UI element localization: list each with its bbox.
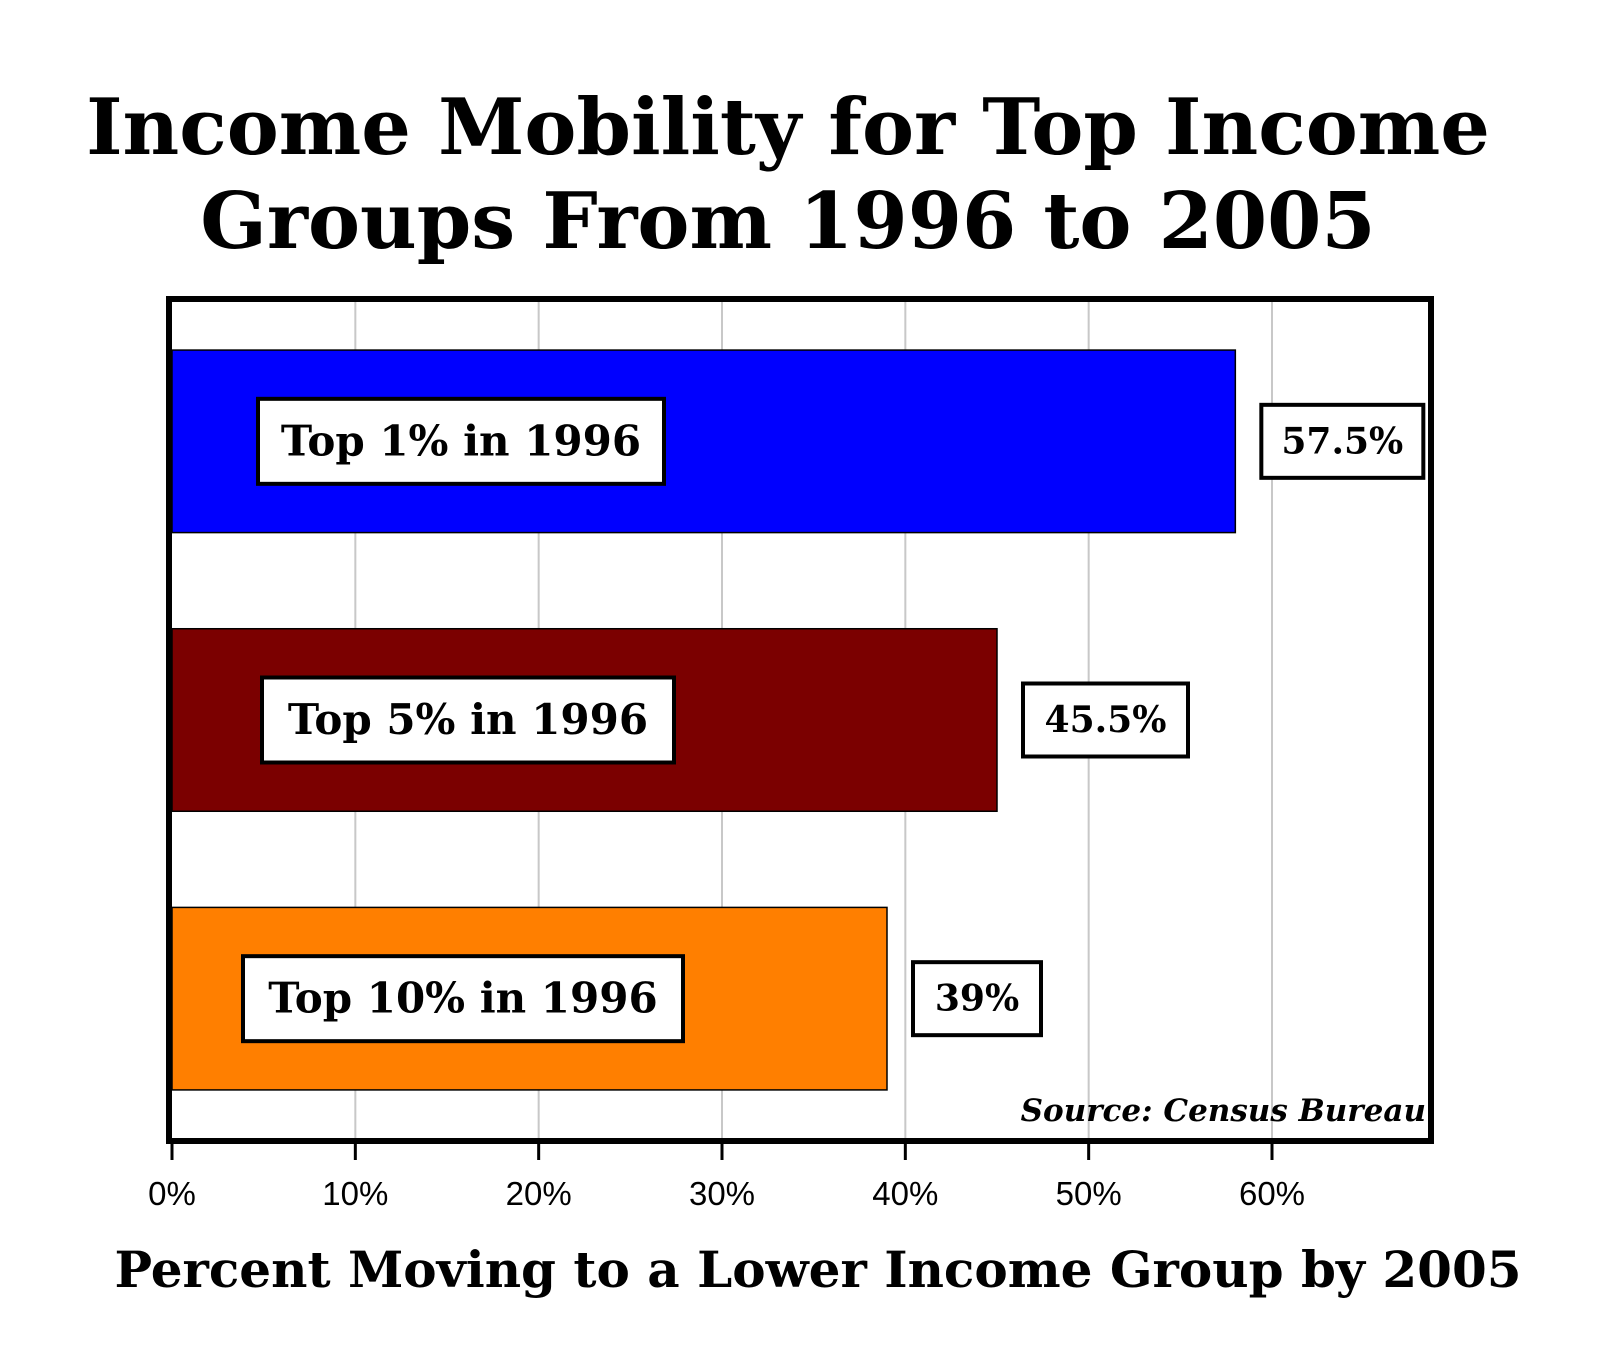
x-tick-label: 60% bbox=[1239, 1175, 1305, 1212]
value-label-box bbox=[1259, 402, 1426, 480]
chart-title-line-1: Income Mobility for Top Income bbox=[86, 82, 1490, 173]
x-axis-label: Percent Moving to a Lower Income Group b… bbox=[114, 1240, 1521, 1299]
category-label-box bbox=[260, 675, 676, 765]
x-tick-label: 10% bbox=[322, 1175, 388, 1212]
x-tick-label: 40% bbox=[872, 1175, 938, 1212]
x-tick-label: 30% bbox=[689, 1175, 755, 1212]
x-tick-label: 50% bbox=[1056, 1175, 1122, 1212]
value-label-box bbox=[911, 960, 1043, 1038]
value-label: 57.5% bbox=[1281, 420, 1403, 462]
x-axis-ticks: 0% 10% 20% 30% 40% 50% 60% bbox=[148, 1144, 1305, 1212]
value-label: 39% bbox=[935, 978, 1019, 1020]
plot-frame bbox=[166, 296, 1434, 1144]
chart-title-line-2: Groups From 1996 to 2005 bbox=[200, 176, 1375, 267]
source-annotation: Source: Census Bureau bbox=[1021, 1093, 1426, 1129]
bars: Top 1% in 1996 57.5% Top 5% in 1996 45.5% To… bbox=[171, 349, 1426, 1091]
category-label-box bbox=[241, 954, 685, 1044]
category-label-box bbox=[256, 396, 666, 486]
category-label: Top 10% in 1996 bbox=[268, 974, 657, 1023]
value-label-box bbox=[1021, 681, 1190, 759]
x-tick-label: 20% bbox=[506, 1175, 572, 1212]
category-label: Top 1% in 1996 bbox=[281, 416, 641, 465]
x-tick-label: 0% bbox=[148, 1175, 196, 1212]
value-label: 45.5% bbox=[1045, 699, 1167, 741]
category-label: Top 5% in 1996 bbox=[288, 695, 648, 744]
